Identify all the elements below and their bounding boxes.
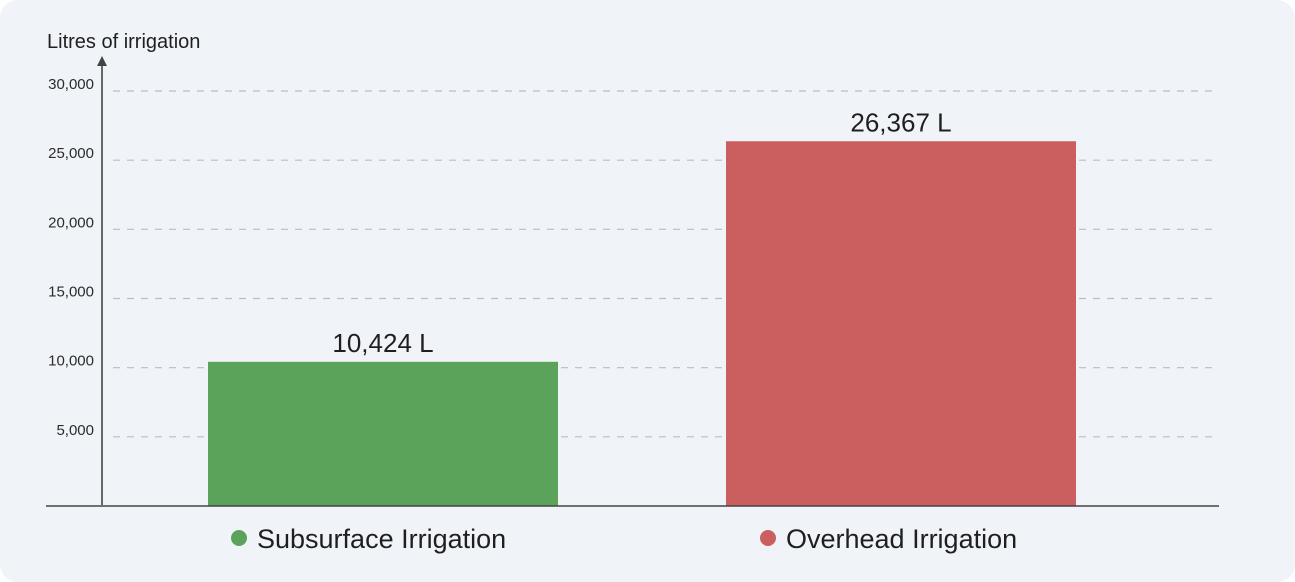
y-tick-labels: 5,000 10,000 15,000 20,000 25,000 30,000	[48, 76, 94, 439]
legend-swatch-icon	[231, 530, 247, 546]
bar	[208, 361, 558, 506]
bars	[208, 141, 1076, 506]
y-tick-label: 15,000	[48, 284, 94, 301]
bar-value-label: 26,367 L	[850, 107, 951, 137]
y-tick-label: 20,000	[48, 214, 94, 231]
data-labels: 10,424 L 26,367 L	[332, 107, 951, 358]
y-tick-label: 25,000	[48, 145, 94, 162]
legend: Subsurface Irrigation Overhead Irrigation	[231, 524, 1017, 554]
y-axis-label: Litres of irrigation	[47, 31, 200, 53]
y-tick-label: 5,000	[56, 422, 94, 439]
y-tick-label: 30,000	[48, 76, 94, 93]
y-axis-arrow-icon	[97, 56, 107, 66]
legend-label: Subsurface Irrigation	[257, 524, 506, 554]
legend-label: Overhead Irrigation	[786, 524, 1017, 554]
y-tick-label: 10,000	[48, 353, 94, 370]
bar	[726, 141, 1076, 506]
legend-swatch-icon	[760, 530, 776, 546]
bar-value-label: 10,424 L	[332, 328, 433, 358]
